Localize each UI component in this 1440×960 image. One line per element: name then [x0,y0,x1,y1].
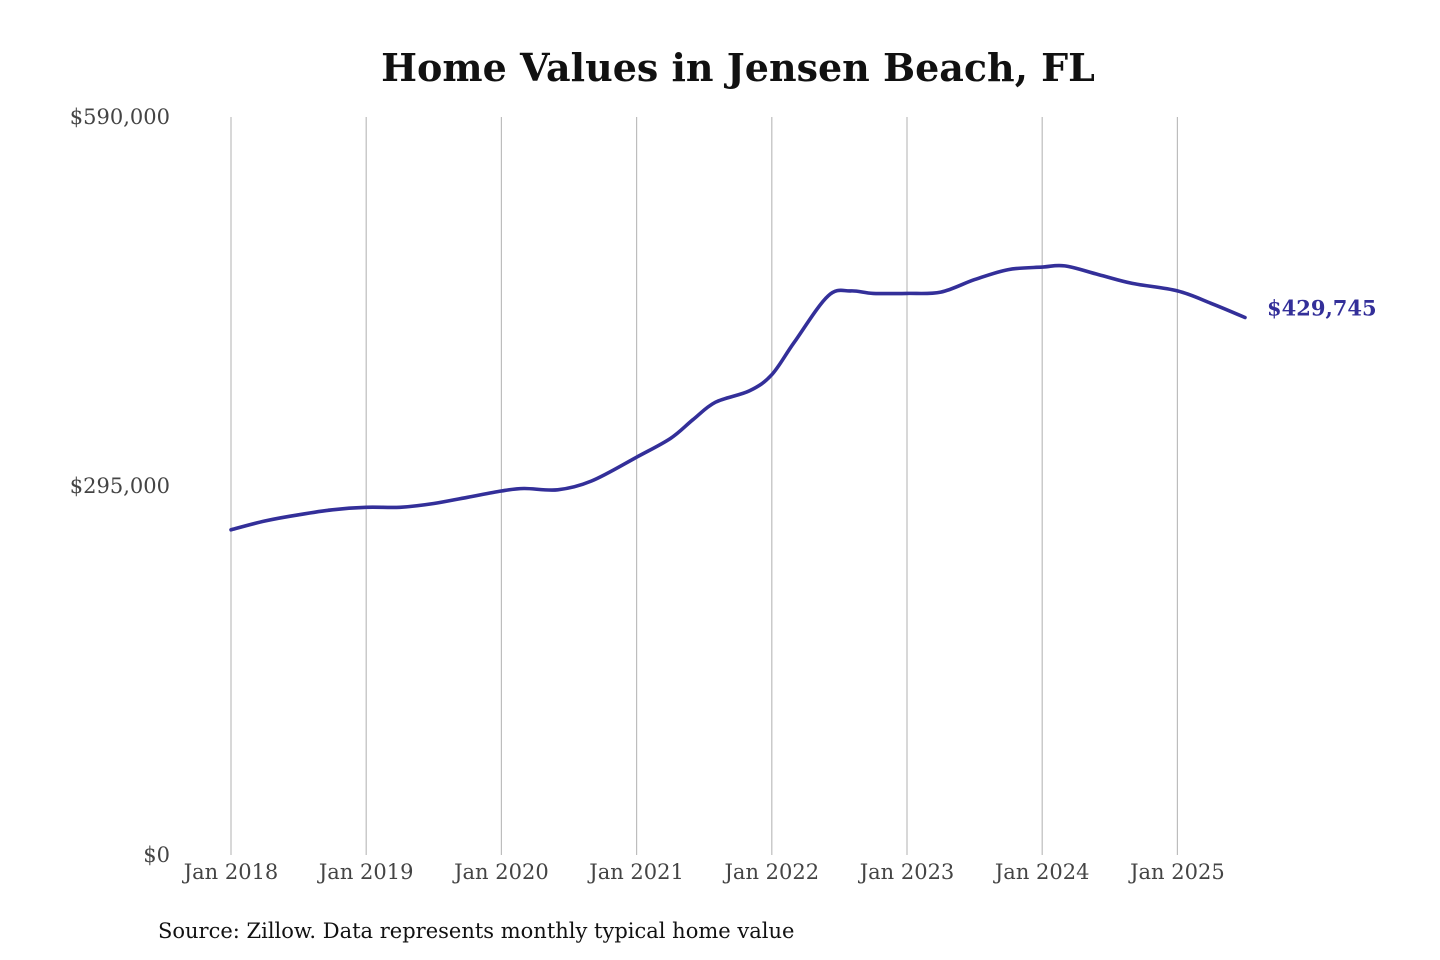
end-value-label: $429,745 [1267,295,1377,320]
gridlines [230,117,1179,855]
x-tick-label: Jan 2024 [993,860,1090,884]
x-tick-label: Jan 2023 [858,860,955,884]
y-tick-label: $0 [143,843,170,867]
x-tick-label: Jan 2021 [587,860,684,884]
y-tick-label: $295,000 [70,474,170,498]
x-tick-label: Jan 2022 [723,860,820,884]
series-line [229,263,1247,532]
x-axis-tick-labels: Jan 2018 Jan 2019 Jan 2020 Jan 2021 Jan 2022… [182,860,1225,884]
y-axis-tick-labels: $0 $295,000 $590,000 [70,105,170,867]
x-tick-label: Jan 2025 [1128,860,1225,884]
series-layer: $429,745 [229,263,1377,532]
x-tick-label: Jan 2018 [182,860,279,884]
y-tick-label: $590,000 [70,105,170,129]
chart-title: Home Values in Jensen Beach, FL [381,45,1095,90]
x-tick-label: Jan 2020 [452,860,549,884]
source-note: Source: Zillow. Data represents monthly … [158,919,794,943]
x-tick-label: Jan 2019 [317,860,414,884]
